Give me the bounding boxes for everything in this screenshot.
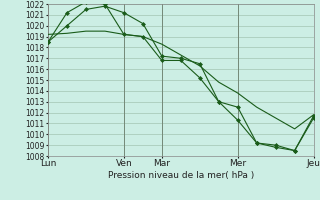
X-axis label: Pression niveau de la mer( hPa ): Pression niveau de la mer( hPa ): [108, 171, 254, 180]
